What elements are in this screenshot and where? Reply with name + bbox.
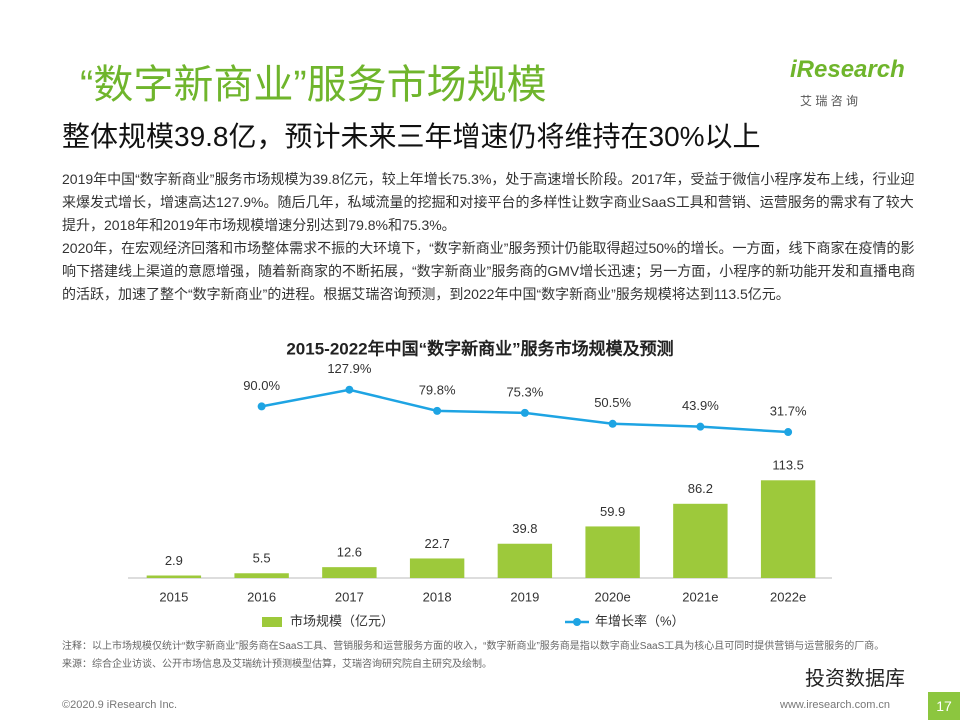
line-point [433, 406, 442, 415]
bar [146, 575, 202, 578]
legend-swatch [262, 617, 282, 627]
copyright: ©2020.9 iResearch Inc. [62, 699, 178, 711]
line-point [345, 385, 354, 394]
data-label: 22.7 [424, 536, 449, 551]
x-tick-label: 2016 [247, 589, 276, 604]
legend-label: 年增长率（%） [595, 613, 685, 628]
x-tick-label: 2020e [595, 589, 631, 604]
bar [497, 543, 553, 578]
legend-label: 市场规模（亿元） [290, 613, 394, 628]
legend-dot [573, 618, 581, 626]
data-label: 86.2 [688, 481, 713, 496]
paragraph: 2019年中国“数字新商业”服务市场规模为39.8亿元，较上年增长75.3%，处… [62, 171, 915, 233]
logo-sub: 艾 瑞 咨 询 [800, 94, 859, 108]
data-label: 43.9% [682, 398, 719, 413]
data-label: 12.6 [337, 545, 362, 560]
x-tick-label: 2022e [770, 589, 806, 604]
x-tick-label: 2017 [335, 589, 364, 604]
data-label: 113.5 [772, 458, 804, 473]
x-tick-label: 2019 [510, 589, 539, 604]
x-tick-label: 2015 [159, 589, 188, 604]
line-point [784, 428, 793, 437]
data-label: 50.5% [594, 395, 631, 410]
bar [760, 480, 816, 578]
x-tick-label: 2021e [682, 589, 718, 604]
data-label: 75.3% [506, 384, 543, 399]
logo: iResearch [790, 56, 905, 83]
note: 注释：以上市场规模仅统计“数字新商业”服务商在SaaS工具、营销服务和运营服务方… [62, 641, 885, 652]
bar [322, 567, 377, 578]
bar [234, 573, 289, 578]
slide-title: “数字新商业”服务市场规模 [80, 63, 547, 107]
notes: 注释：以上市场规模仅统计“数字新商业”服务商在SaaS工具、营销服务和运营服务方… [62, 640, 912, 672]
line-point [696, 422, 705, 431]
data-label: 39.8 [512, 521, 537, 536]
bar [673, 503, 728, 578]
data-label: 5.5 [253, 551, 271, 566]
line-point [257, 402, 266, 411]
data-label: 59.9 [600, 504, 625, 519]
url: www.iresearch.com.cn [780, 699, 891, 711]
x-tick-label: 2018 [423, 589, 452, 604]
watermark: 投资数据库 [805, 668, 905, 690]
data-label: 2.9 [165, 553, 183, 568]
subtitle: 整体规模39.8亿，预计未来三年增速仍将维持在30%以上 [62, 121, 761, 152]
data-label: 31.7% [770, 403, 807, 418]
source: 来源：综合企业访谈、公开市场信息及艾瑞统计预测模型估算，艾瑞咨询研究院自主研究及… [62, 659, 492, 670]
line-point [520, 408, 529, 417]
body-text: 2019年中国“数字新商业”服务市场规模为39.8亿元，较上年增长75.3%，处… [62, 168, 924, 306]
data-label: 127.9% [327, 361, 372, 376]
chart-title: 2015-2022年中国“数字新商业”服务市场规模及预测 [286, 338, 673, 358]
page-number: 17 [928, 692, 960, 720]
data-label: 79.8% [419, 382, 456, 397]
data-label: 90.0% [243, 378, 280, 393]
bar [585, 526, 640, 578]
line-point [608, 419, 617, 428]
paragraph: 2020年，在宏观经济回落和市场整体需求不振的大环境下，“数字新商业”服务预计仍… [62, 240, 916, 302]
bar [409, 558, 465, 578]
